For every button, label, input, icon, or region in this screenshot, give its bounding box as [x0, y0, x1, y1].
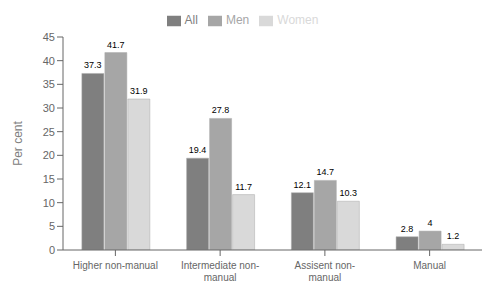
svg-text:20: 20	[43, 149, 55, 161]
svg-text:25: 25	[43, 126, 55, 138]
svg-text:14.7: 14.7	[317, 167, 335, 177]
svg-text:10: 10	[43, 197, 55, 209]
svg-text:45: 45	[43, 31, 55, 43]
svg-text:19.4: 19.4	[189, 145, 207, 155]
svg-text:30: 30	[43, 102, 55, 114]
svg-text:Assisent non-manual: Assisent non-manual	[295, 260, 356, 283]
svg-text:2.8: 2.8	[401, 224, 414, 234]
svg-text:Intermediate non-manual: Intermediate non-manual	[181, 260, 259, 283]
svg-text:35: 35	[43, 78, 55, 90]
svg-text:15: 15	[43, 173, 55, 185]
svg-text:41.7: 41.7	[107, 40, 125, 50]
svg-text:0: 0	[49, 244, 55, 256]
svg-text:31.9: 31.9	[130, 86, 148, 96]
html-text:All: All	[184, 13, 198, 27]
svg-text:Higher non-manual: Higher non-manual	[73, 260, 158, 271]
svg-text:Per cent: Per cent	[11, 120, 25, 165]
svg-text:5: 5	[49, 220, 55, 232]
svg-text:10.3: 10.3	[340, 188, 358, 198]
html-text:Women: Women	[277, 13, 319, 27]
svg-text:27.8: 27.8	[212, 105, 230, 115]
svg-text:4: 4	[428, 218, 433, 228]
svg-text:Manual: Manual	[413, 260, 446, 271]
svg-text:40: 40	[43, 55, 55, 67]
svg-text:37.3: 37.3	[84, 60, 102, 70]
html-text:Men: Men	[225, 13, 250, 27]
svg-text:1.2: 1.2	[447, 231, 460, 241]
svg-text:12.1: 12.1	[294, 180, 312, 190]
svg-text:11.7: 11.7	[235, 182, 252, 192]
